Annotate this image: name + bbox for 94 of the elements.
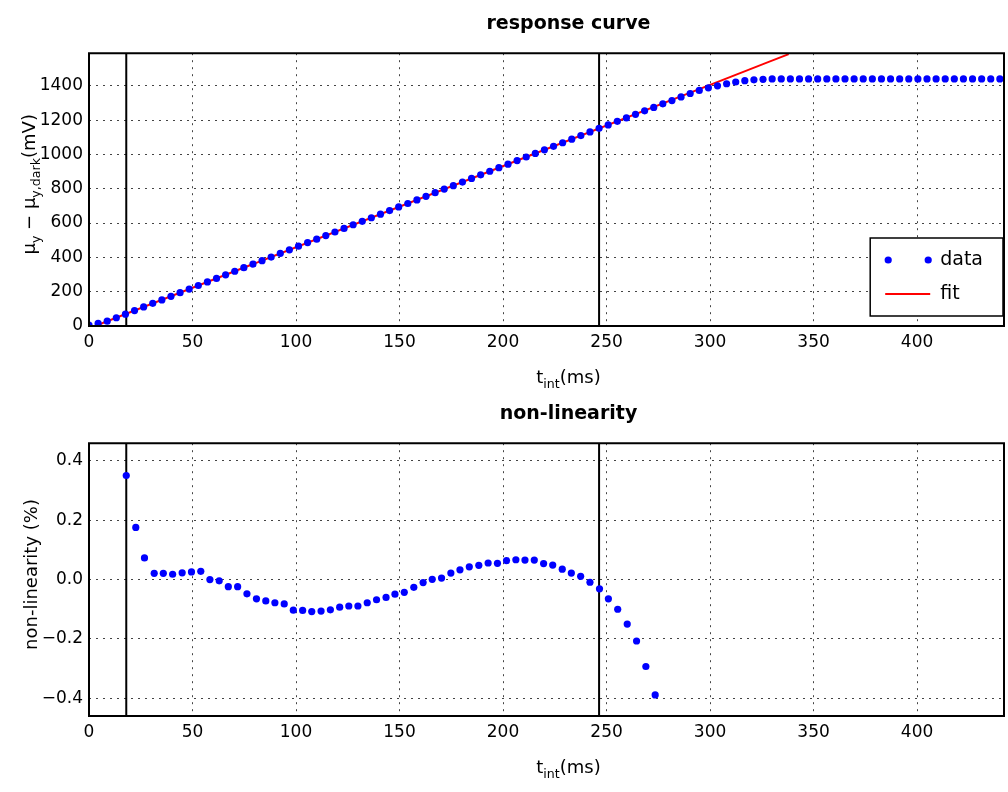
point bbox=[651, 691, 659, 699]
point bbox=[299, 606, 307, 615]
point bbox=[410, 583, 418, 591]
x-tick-label: 400 bbox=[900, 720, 934, 741]
point bbox=[178, 569, 186, 577]
point bbox=[484, 559, 492, 567]
y-axis-title: non-linearity (%) bbox=[19, 499, 41, 650]
point bbox=[521, 556, 529, 564]
y-tick-label: 200 bbox=[50, 280, 83, 301]
point bbox=[280, 600, 288, 608]
point bbox=[289, 606, 297, 614]
x-tick-label: 400 bbox=[900, 330, 934, 351]
y-tick-label: 600 bbox=[50, 211, 83, 232]
y-tick-label: 0.2 bbox=[55, 508, 83, 529]
point bbox=[400, 588, 408, 596]
point bbox=[372, 596, 381, 604]
point bbox=[549, 561, 557, 569]
point bbox=[632, 637, 641, 645]
point bbox=[252, 595, 261, 603]
y-tick-label: −0.4 bbox=[41, 686, 83, 707]
point bbox=[159, 569, 167, 577]
legend-label: data bbox=[940, 246, 983, 269]
chart-title: response curve bbox=[485, 11, 652, 33]
point bbox=[614, 605, 622, 613]
point bbox=[317, 607, 325, 615]
point bbox=[354, 602, 362, 610]
point bbox=[308, 608, 316, 616]
point bbox=[577, 572, 585, 580]
x-axis-title: t$_{int}$(ms) bbox=[535, 366, 602, 391]
x-tick-label: 300 bbox=[693, 330, 727, 351]
point bbox=[363, 599, 371, 607]
point bbox=[604, 595, 612, 603]
point bbox=[391, 590, 399, 598]
point bbox=[262, 597, 270, 605]
point bbox=[595, 585, 604, 593]
point bbox=[558, 565, 566, 573]
point bbox=[140, 554, 149, 562]
point bbox=[187, 568, 196, 576]
x-tick-label: 250 bbox=[590, 330, 623, 351]
point bbox=[540, 559, 548, 568]
point bbox=[623, 620, 631, 628]
x-tick-label: 200 bbox=[486, 330, 520, 351]
point bbox=[642, 662, 650, 671]
y-tick-label: 400 bbox=[50, 245, 83, 266]
point bbox=[419, 578, 427, 587]
x-tick-label: 100 bbox=[279, 330, 313, 351]
point bbox=[493, 559, 502, 567]
point bbox=[122, 471, 130, 480]
x-tick-label: 150 bbox=[383, 330, 416, 351]
y-tick-label: 1200 bbox=[39, 108, 83, 129]
point bbox=[234, 583, 242, 591]
y-tick-label: 0 bbox=[72, 314, 83, 335]
point bbox=[271, 599, 279, 607]
y-tick-label: 1000 bbox=[39, 142, 83, 163]
y-tick-label: 0.4 bbox=[55, 449, 83, 470]
point bbox=[326, 606, 334, 614]
point bbox=[437, 574, 446, 582]
point bbox=[243, 590, 251, 598]
point bbox=[456, 566, 464, 574]
point bbox=[150, 569, 158, 577]
chart-title: non-linearity bbox=[498, 401, 639, 423]
point bbox=[197, 567, 205, 575]
y-tick-label: −0.2 bbox=[41, 627, 83, 648]
x-axis-title: t$_{int}$(ms) bbox=[535, 756, 602, 781]
point bbox=[512, 556, 520, 564]
point bbox=[336, 603, 344, 611]
point bbox=[382, 593, 390, 601]
point bbox=[224, 583, 232, 591]
point bbox=[215, 577, 223, 585]
point bbox=[428, 575, 436, 583]
point bbox=[169, 570, 177, 578]
x-tick-label: 150 bbox=[383, 720, 416, 741]
legend-label: fit bbox=[940, 280, 960, 303]
point bbox=[465, 563, 473, 571]
x-tick-label: 350 bbox=[797, 330, 830, 351]
x-tick-label: 250 bbox=[590, 720, 623, 741]
point bbox=[447, 569, 455, 577]
y-tick-label: 1400 bbox=[39, 74, 83, 95]
x-tick-label: 50 bbox=[181, 330, 204, 351]
point bbox=[502, 557, 511, 565]
point bbox=[206, 576, 214, 584]
point bbox=[345, 602, 353, 610]
x-tick-label: 100 bbox=[279, 720, 313, 741]
y-tick-label: 0.0 bbox=[55, 568, 83, 589]
x-tick-label: 350 bbox=[797, 720, 830, 741]
point bbox=[530, 556, 538, 564]
x-tick-label: 200 bbox=[486, 720, 520, 741]
point bbox=[132, 523, 140, 532]
point bbox=[475, 561, 483, 569]
y-tick-label: 800 bbox=[50, 177, 83, 198]
x-tick-label: 50 bbox=[181, 720, 204, 741]
point bbox=[567, 569, 575, 577]
x-tick-label: 300 bbox=[693, 720, 727, 741]
point bbox=[586, 578, 594, 586]
